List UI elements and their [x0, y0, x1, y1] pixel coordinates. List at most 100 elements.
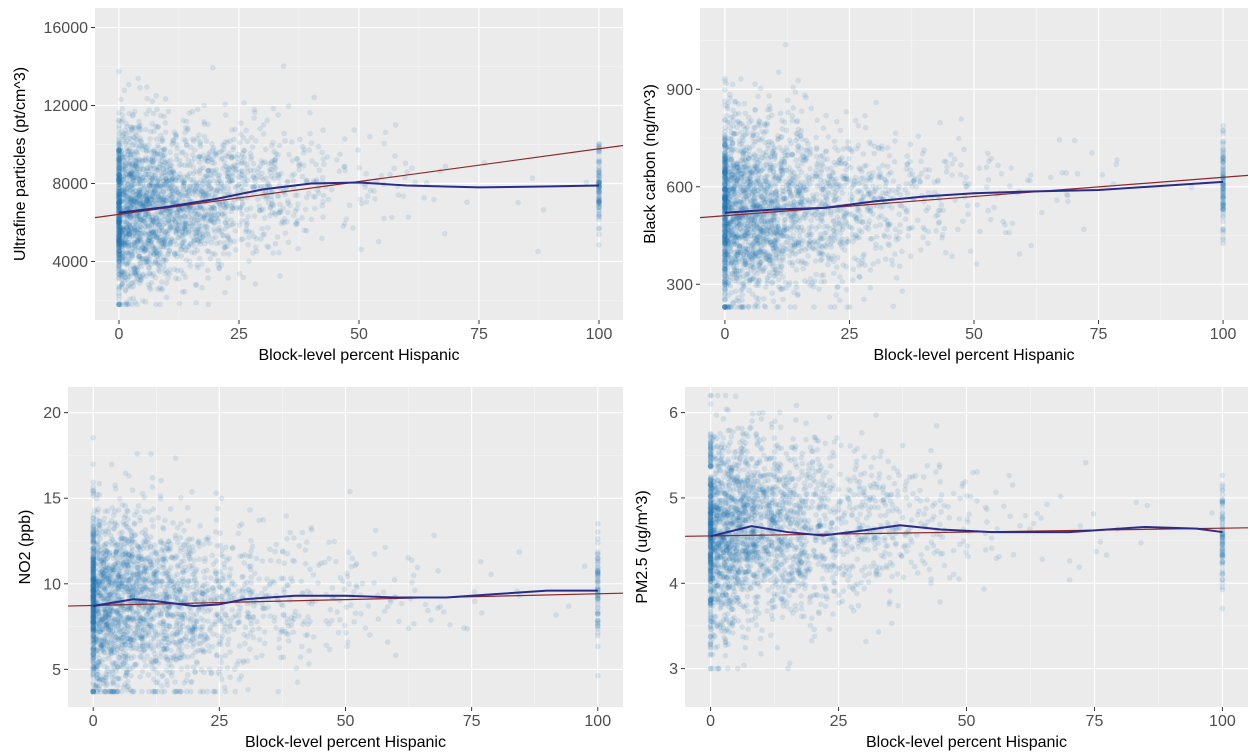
scatter-point: [118, 198, 125, 204]
scatter-point: [848, 146, 854, 153]
scatter-point: [1220, 182, 1226, 189]
scatter-point: [127, 204, 134, 211]
scatter-point: [229, 177, 236, 184]
scatter-point: [861, 251, 867, 258]
scatter-point: [171, 266, 178, 273]
scatter-point: [119, 268, 125, 275]
scatter-point: [381, 215, 387, 222]
scatter-point: [118, 238, 125, 245]
scatter-point: [159, 285, 165, 292]
scatter-point: [596, 173, 602, 180]
scatter-point: [238, 183, 244, 190]
scatter-point: [142, 231, 149, 237]
scatter-point: [281, 216, 288, 222]
scatter-point: [596, 197, 602, 203]
scatter-point: [116, 194, 122, 200]
scatter-point: [1081, 226, 1087, 233]
scatter-point: [233, 166, 240, 173]
scatter-point: [875, 258, 881, 265]
scatter-point: [120, 271, 127, 278]
scatter-point: [123, 233, 130, 240]
scatter-point: [162, 198, 169, 204]
scatter-point: [201, 190, 207, 197]
scatter-point: [156, 234, 163, 241]
scatter-point: [164, 233, 170, 239]
scatter-point: [146, 224, 152, 230]
scatter-point: [304, 177, 310, 184]
scatter-point: [596, 148, 602, 155]
scatter-point: [131, 141, 137, 147]
scatter-point: [121, 204, 127, 211]
scatter-point: [262, 146, 269, 153]
scatter-point: [130, 151, 136, 158]
scatter-point: [1063, 191, 1070, 198]
scatter-point: [596, 172, 602, 179]
scatter-point: [255, 169, 261, 176]
scatter-point: [272, 156, 279, 162]
scatter-point: [181, 162, 188, 169]
scatter-point: [125, 283, 131, 290]
scatter-point: [198, 183, 204, 189]
scatter-point: [152, 194, 158, 200]
scatter-point: [133, 163, 140, 170]
scatter-point: [125, 186, 132, 193]
scatter-point: [118, 254, 124, 261]
scatter-point: [262, 183, 268, 189]
scatter-point: [265, 199, 272, 206]
scatter-point: [305, 190, 312, 196]
scatter-point: [816, 250, 822, 256]
scatter-point: [218, 181, 224, 188]
scatter-point: [134, 194, 141, 201]
scatter-point: [164, 178, 170, 184]
scatter-point: [174, 225, 180, 231]
scatter-point: [116, 188, 122, 195]
scatter-point: [116, 199, 122, 206]
scatter-point: [168, 200, 175, 206]
scatter-point: [166, 237, 173, 244]
scatter-point: [118, 118, 125, 125]
scatter-point: [806, 174, 812, 181]
scatter-point: [130, 245, 136, 251]
scatter-point: [116, 226, 123, 233]
scatter-point: [213, 215, 220, 221]
scatter-point: [160, 241, 166, 247]
scatter-point: [155, 193, 162, 200]
scatter-point: [116, 189, 122, 195]
scatter-point: [188, 208, 194, 214]
scatter-point: [596, 200, 602, 207]
scatter-point: [191, 147, 198, 153]
scatter-point: [830, 258, 837, 265]
scatter-point: [961, 180, 968, 186]
scatter-point: [119, 228, 126, 235]
scatter-point: [208, 185, 215, 192]
scatter-point: [212, 251, 218, 258]
scatter-point: [596, 203, 602, 209]
scatter-point: [225, 251, 232, 257]
scatter-point: [276, 142, 283, 149]
scatter-point: [150, 189, 156, 195]
scatter-point: [120, 240, 126, 246]
scatter-point: [128, 203, 135, 209]
scatter-point: [225, 234, 231, 241]
scatter-point: [175, 226, 181, 232]
scatter-point: [820, 125, 827, 131]
scatter-point: [963, 174, 969, 181]
scatter-point: [124, 249, 131, 256]
scatter-point: [116, 205, 122, 212]
scatter-point: [933, 227, 939, 234]
scatter-point: [231, 238, 238, 245]
scatter-point: [169, 193, 176, 200]
scatter-point: [148, 171, 154, 178]
scatter-point: [131, 239, 138, 245]
scatter-point: [116, 229, 123, 236]
scatter-point: [169, 168, 176, 175]
scatter-point: [136, 158, 143, 164]
scatter-point: [816, 198, 823, 204]
scatter-point: [949, 253, 955, 260]
scatter-point: [270, 250, 276, 256]
scatter-point: [155, 222, 162, 228]
scatter-point: [161, 165, 167, 172]
scatter-point: [218, 185, 224, 191]
scatter-point: [216, 172, 223, 178]
scatter-point: [241, 100, 247, 106]
